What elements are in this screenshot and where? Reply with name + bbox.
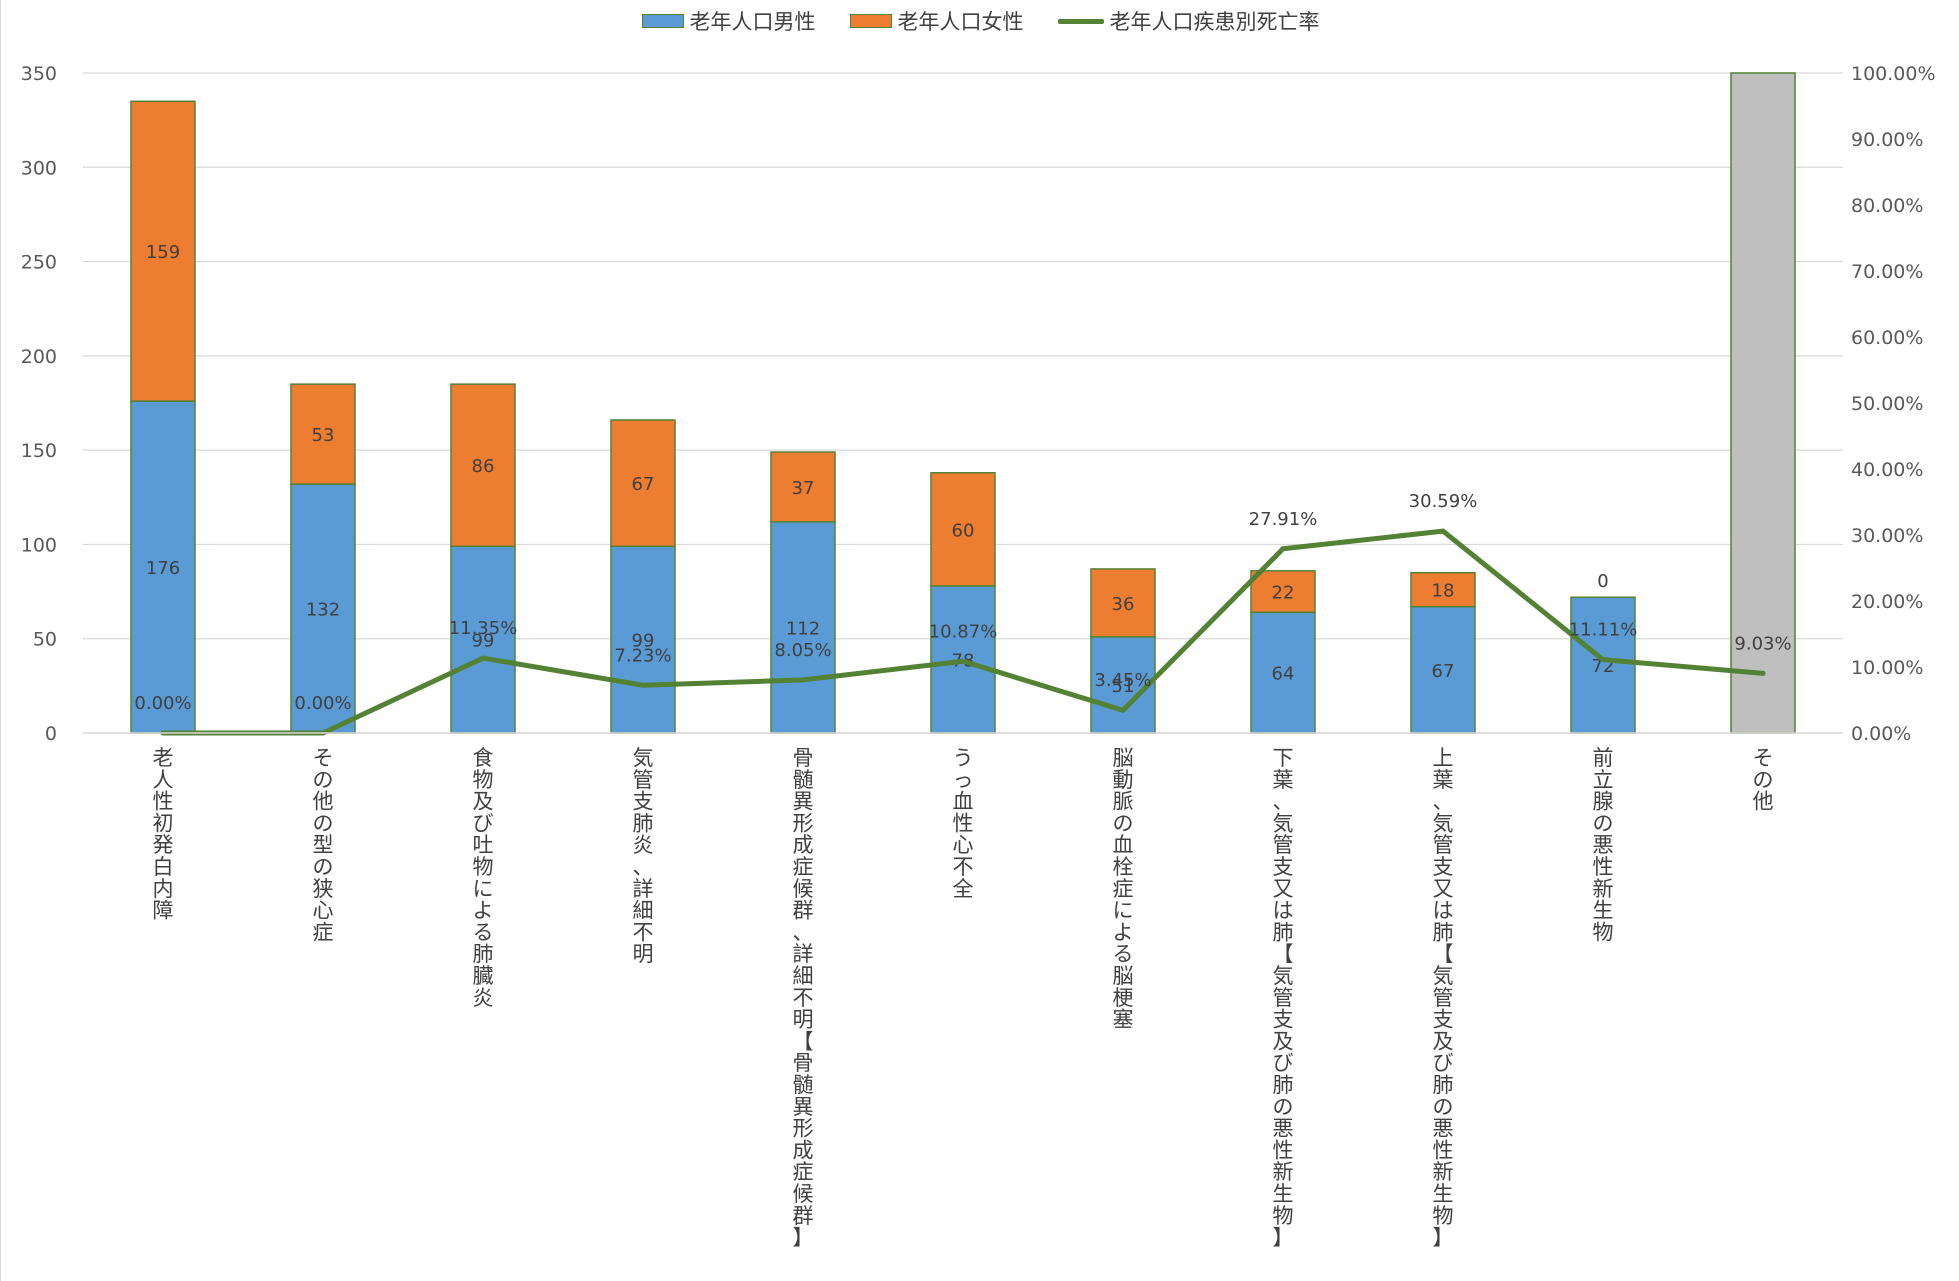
legend-label-rate: 老年人口疾患別死亡率: [1109, 10, 1320, 34]
bar-male: [770, 521, 836, 734]
legend-label-female: 老年人口女性: [897, 10, 1024, 34]
bar-female: [290, 383, 356, 485]
y-right-tick-label: 50.00%: [1851, 393, 1923, 415]
category-label: 前立腺の悪性新生物: [1593, 746, 1614, 944]
bar-female-value-label: 159: [146, 242, 180, 263]
y-right-tick-label: 70.00%: [1851, 261, 1923, 283]
rate-value-label: 30.59%: [1409, 491, 1478, 512]
bar-male-value-label: 99: [632, 631, 655, 652]
chart-legend: 老年人口男性 老年人口女性 老年人口疾患別死亡率: [1, 6, 1959, 36]
rate-value-label: 0.00%: [294, 693, 351, 714]
rate-value-label: 0.00%: [134, 693, 191, 714]
bar-male: [610, 545, 676, 734]
bar-female-value-label: 18: [1432, 581, 1455, 602]
y-right-tick-label: 20.00%: [1851, 591, 1923, 613]
y-left-tick-label: 50: [33, 629, 57, 651]
rate-point: [1120, 707, 1126, 713]
bar-female-value-label: 36: [1112, 594, 1135, 615]
category-label: 骨髄異形成症候群、詳細不明【骨髄異形成症候群】: [793, 746, 814, 1250]
category-label: 老人性初発白内障: [153, 746, 174, 923]
bar-female: [1410, 571, 1476, 608]
bar-male-value-label: 99: [472, 631, 495, 652]
rate-value-label: 10.87%: [929, 621, 998, 642]
bar-male-value-label: 51: [1112, 676, 1135, 697]
bar-female: [610, 419, 676, 548]
category-label: 上葉、気管支又は肺【気管支及び肺の悪性新生物】: [1433, 746, 1454, 1250]
legend-swatch-male: [641, 14, 684, 28]
y-right-tick-label: 60.00%: [1851, 327, 1923, 349]
y-left-tick-label: 250: [21, 252, 57, 274]
bar-female: [930, 472, 996, 587]
y-right-tick-label: 40.00%: [1851, 459, 1923, 481]
y-right-tick-label: 10.00%: [1851, 657, 1923, 679]
category-label: 下葉、気管支又は肺【気管支及び肺の悪性新生物】: [1273, 746, 1294, 1250]
bar-male-value-label: 132: [306, 600, 340, 621]
bar-male: [1570, 596, 1636, 734]
bar-female: [130, 100, 196, 402]
legend-item-rate: 老年人口疾患別死亡率: [1057, 6, 1320, 36]
bar-other: [1730, 72, 1796, 734]
rate-value-label: 8.05%: [774, 640, 831, 661]
rate-point: [1600, 657, 1606, 663]
bar-female-value-label: 22: [1272, 583, 1295, 604]
rate-point: [1760, 670, 1766, 676]
y-right-tick-label: 30.00%: [1851, 525, 1923, 547]
y-right-tick-label: 100.00%: [1851, 63, 1936, 85]
y-right-tick-label: 80.00%: [1851, 195, 1923, 217]
category-label: 気管支肺炎、詳細不明: [633, 746, 654, 966]
y-left-tick-label: 350: [21, 63, 57, 85]
bar-female: [1090, 568, 1156, 638]
bar-female-value-label: 67: [632, 474, 655, 495]
y-left-tick-label: 300: [21, 157, 57, 179]
y-left-tick-label: 200: [21, 346, 57, 368]
legend-item-female: 老年人口女性: [849, 6, 1024, 36]
bar-male: [290, 483, 356, 734]
bar-female-value-label: 86: [472, 456, 495, 477]
rate-value-label: 11.35%: [449, 618, 518, 639]
bar-male-value-label: 67: [1432, 661, 1455, 682]
category-label: その他: [1753, 746, 1774, 814]
bar-male: [130, 400, 196, 734]
bar-female: [1250, 570, 1316, 614]
rate-value-label: 27.91%: [1249, 509, 1318, 530]
bar-female-value-label: 0: [1597, 571, 1608, 592]
rate-value-label: 3.45%: [1094, 670, 1151, 691]
bar-female-value-label: 37: [792, 478, 815, 499]
rate-value-label: 9.03%: [1734, 633, 1791, 654]
rate-point: [480, 655, 486, 661]
rate-point: [800, 677, 806, 683]
y-left-tick-label: 150: [21, 440, 57, 462]
category-label: その他の型の狭心症: [313, 746, 334, 944]
legend-item-male: 老年人口男性: [641, 6, 816, 36]
bar-female-value-label: 60: [952, 520, 975, 541]
bar-female: [450, 383, 516, 548]
legend-swatch-rate: [1057, 18, 1104, 24]
legend-swatch-female: [849, 14, 892, 28]
rate-point: [1280, 546, 1286, 552]
legend-label-male: 老年人口男性: [689, 10, 816, 34]
rate-value-label: 7.23%: [614, 645, 671, 666]
category-label: 脳動脈の血栓症による脳梗塞: [1113, 746, 1134, 1032]
y-right-tick-label: 90.00%: [1851, 129, 1923, 151]
rate-point: [640, 682, 646, 688]
bar-male-value-label: 176: [146, 558, 180, 579]
bar-female: [770, 451, 836, 523]
y-right-tick-label: 0.00%: [1851, 723, 1911, 745]
category-label: 食物及び吐物による肺臓炎: [473, 746, 494, 1010]
rate-point: [1440, 528, 1446, 534]
rate-point: [960, 658, 966, 664]
y-left-tick-label: 100: [21, 534, 57, 556]
bar-female-value-label: 53: [312, 425, 335, 446]
bar-male-value-label: 112: [786, 618, 820, 639]
bar-male-value-label: 64: [1272, 664, 1295, 685]
y-left-tick-label: 0: [45, 723, 57, 745]
rate-value-label: 11.11%: [1569, 620, 1638, 641]
category-label: うっ血性心不全: [953, 746, 974, 901]
